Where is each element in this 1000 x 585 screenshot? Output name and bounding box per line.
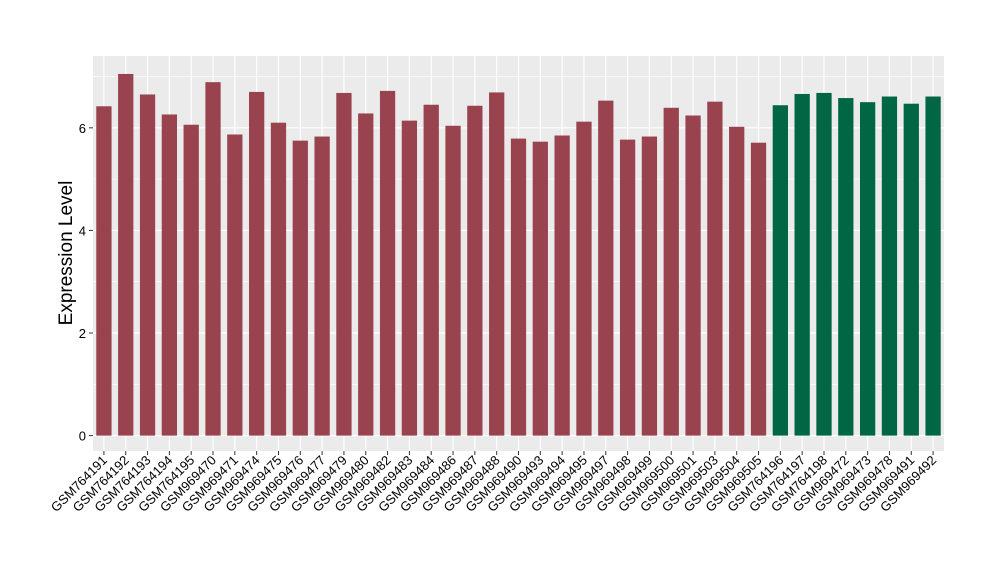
- bar-GSM969470: [205, 82, 221, 436]
- bar-GSM969491: [903, 103, 919, 436]
- bar-GSM969471: [227, 134, 243, 436]
- y-tick-label: 0: [79, 429, 86, 444]
- bar-GSM969500: [663, 107, 679, 436]
- bar-GSM764198: [816, 92, 832, 436]
- bar-GSM764195: [183, 124, 199, 436]
- bar-GSM764196: [772, 105, 788, 436]
- bar-GSM969503: [707, 101, 723, 436]
- bar-GSM969477: [314, 136, 330, 436]
- bar-GSM969505: [750, 142, 767, 436]
- bar-GSM969476: [292, 140, 308, 436]
- bar-GSM969498: [619, 139, 636, 436]
- bar-GSM969493: [532, 141, 548, 436]
- bar-GSM969482: [379, 90, 396, 436]
- bar-GSM969487: [467, 105, 483, 436]
- bar-GSM764192: [118, 73, 134, 436]
- bar-GSM969483: [401, 120, 418, 436]
- bars: [96, 73, 941, 436]
- bar-GSM764194: [161, 114, 178, 436]
- bar-GSM969474: [249, 91, 265, 436]
- y-tick-label: 2: [79, 326, 86, 341]
- bar-GSM764191: [96, 106, 112, 436]
- x-axis: GSM764191GSM764192GSM764193GSM764194GSM7…: [48, 451, 939, 515]
- bar-GSM969472: [838, 98, 854, 436]
- y-tick-label: 4: [79, 223, 86, 238]
- bar-GSM969497: [598, 100, 614, 436]
- bar-GSM969486: [445, 125, 461, 436]
- bar-GSM764197: [794, 93, 810, 436]
- bar-GSM969479: [336, 92, 352, 436]
- bar-GSM969488: [489, 92, 505, 436]
- bar-GSM969504: [729, 126, 745, 436]
- bar-GSM969480: [358, 113, 374, 436]
- bar-GSM969495: [576, 121, 592, 436]
- bar-GSM969484: [423, 104, 439, 436]
- y-axis: 0 2 4 6: [79, 121, 93, 444]
- y-axis-title: Expression Level: [56, 181, 77, 326]
- y-tick-label: 6: [79, 121, 86, 136]
- bar-GSM969499: [641, 136, 658, 436]
- bar-GSM764193: [139, 94, 156, 436]
- bar-GSM969494: [554, 135, 570, 436]
- bar-GSM969473: [859, 102, 876, 436]
- bar-GSM969501: [685, 115, 701, 436]
- bar-GSM969490: [510, 138, 527, 436]
- bar-GSM969478: [881, 96, 898, 436]
- bar-GSM969492: [925, 96, 941, 436]
- bar-GSM969475: [270, 122, 287, 436]
